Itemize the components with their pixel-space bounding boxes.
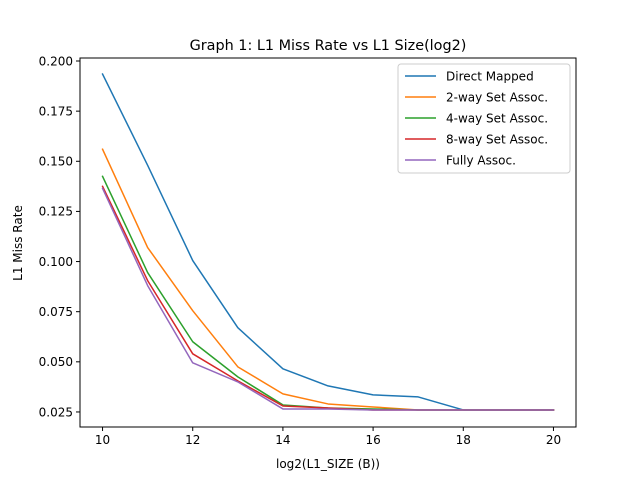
y-tick-label: 0.200: [39, 54, 73, 68]
x-axis-ticks: 10 12 14 16 18 20: [95, 427, 561, 447]
x-axis-label: log2(L1_SIZE (B)): [276, 457, 380, 471]
legend-label-4: 8-way Set Assoc.: [446, 132, 548, 146]
y-tick-label: 0.150: [39, 155, 73, 169]
x-tick-label: 10: [95, 433, 110, 447]
y-tick-label: 0.075: [39, 305, 73, 319]
legend-label-3: 4-way Set Assoc.: [446, 111, 548, 125]
legend-box: [397, 63, 571, 174]
legend-label-1: Direct Mapped: [446, 69, 534, 83]
legend-label-2: 2-way Set Assoc.: [446, 90, 548, 104]
x-tick-label: 18: [456, 433, 471, 447]
series-line-5: [101, 187, 555, 411]
legend-entries: Direct Mapped 2-way Set Assoc. 4-way Set A…: [405, 69, 548, 167]
axes-frame: [79, 57, 577, 428]
x-tick-label: 16: [365, 433, 380, 447]
y-axis-label: L1 Miss Rate: [11, 205, 25, 281]
legend: Direct Mapped 2-way Set Assoc. 4-way Set A…: [397, 63, 571, 174]
series-lines: [101, 73, 555, 411]
y-tick-label: 0.175: [39, 104, 73, 118]
legend-label-5: Fully Assoc.: [446, 153, 516, 167]
x-tick-label: 14: [275, 433, 290, 447]
x-tick-label: 20: [546, 433, 561, 447]
y-tick-label: 0.050: [39, 355, 73, 369]
chart-title: Graph 1: L1 Miss Rate vs L1 Size(log2): [190, 38, 467, 54]
y-tick-label: 0.125: [39, 205, 73, 219]
y-tick-label: 0.025: [39, 405, 73, 419]
y-tick-label: 0.100: [39, 255, 73, 269]
x-tick-label: 12: [185, 433, 200, 447]
y-axis-ticks: 0.025 0.050 0.075 0.100 0.125 0.150 0.175 0.200: [39, 54, 80, 419]
